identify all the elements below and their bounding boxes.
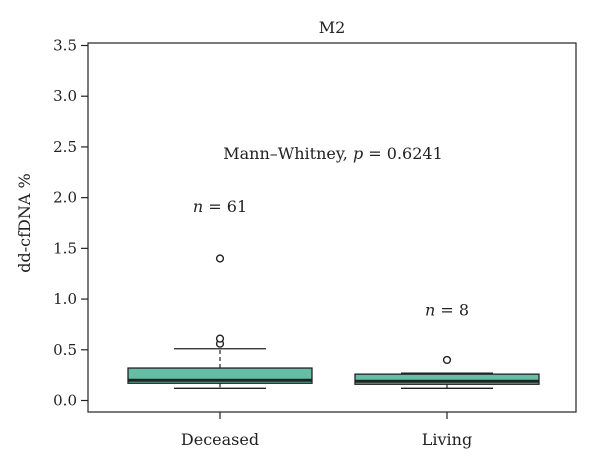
chart-title: M2 (319, 18, 346, 37)
x-axis: Deceased Living (181, 412, 472, 449)
n-value: = 8 (435, 300, 469, 319)
y-tick-label-0: 0.0 (53, 392, 77, 410)
box-iqr (354, 373, 540, 385)
y-axis-label: dd-cfDNA % (15, 173, 34, 272)
y-tick-label-4: 2.0 (53, 189, 77, 207)
y-tick-label-3: 1.5 (53, 239, 77, 257)
y-tick-label-6: 3.0 (53, 87, 77, 105)
y-tick-label-1: 0.5 (53, 341, 77, 359)
y-tick-label-5: 2.5 (53, 138, 77, 156)
n-label-living: n = 8 (425, 300, 469, 319)
outlier-point-2 (215, 254, 225, 263)
mann-whitney-annotation: Mann–Whitney, p = 0.6241 (223, 144, 443, 163)
plot-frame (87, 42, 577, 413)
annotation-prefix: Mann–Whitney, (223, 144, 353, 163)
outlier-point-0 (442, 355, 452, 365)
x-category-label-0: Deceased (181, 430, 259, 449)
outlier-point-1 (215, 334, 225, 343)
n-labels-group: n = 61n = 8 (193, 197, 469, 319)
annotation-suffix: = 0.6241 (363, 144, 443, 163)
n-symbol: n (425, 300, 435, 319)
y-tick-label-7: 3.5 (53, 37, 77, 55)
box-living (354, 355, 540, 389)
n-symbol: n (193, 197, 203, 216)
n-label-deceased: n = 61 (193, 197, 247, 216)
boxes-group (127, 254, 540, 389)
n-value: = 61 (203, 197, 247, 216)
box-deceased (127, 254, 313, 389)
annotation-p-symbol: p (353, 144, 363, 163)
y-tick-label-2: 1.0 (53, 290, 77, 308)
y-axis: 0.0 0.5 1.0 1.5 2.0 2.5 3.0 3.5 (53, 37, 88, 410)
x-category-label-1: Living (422, 430, 472, 449)
